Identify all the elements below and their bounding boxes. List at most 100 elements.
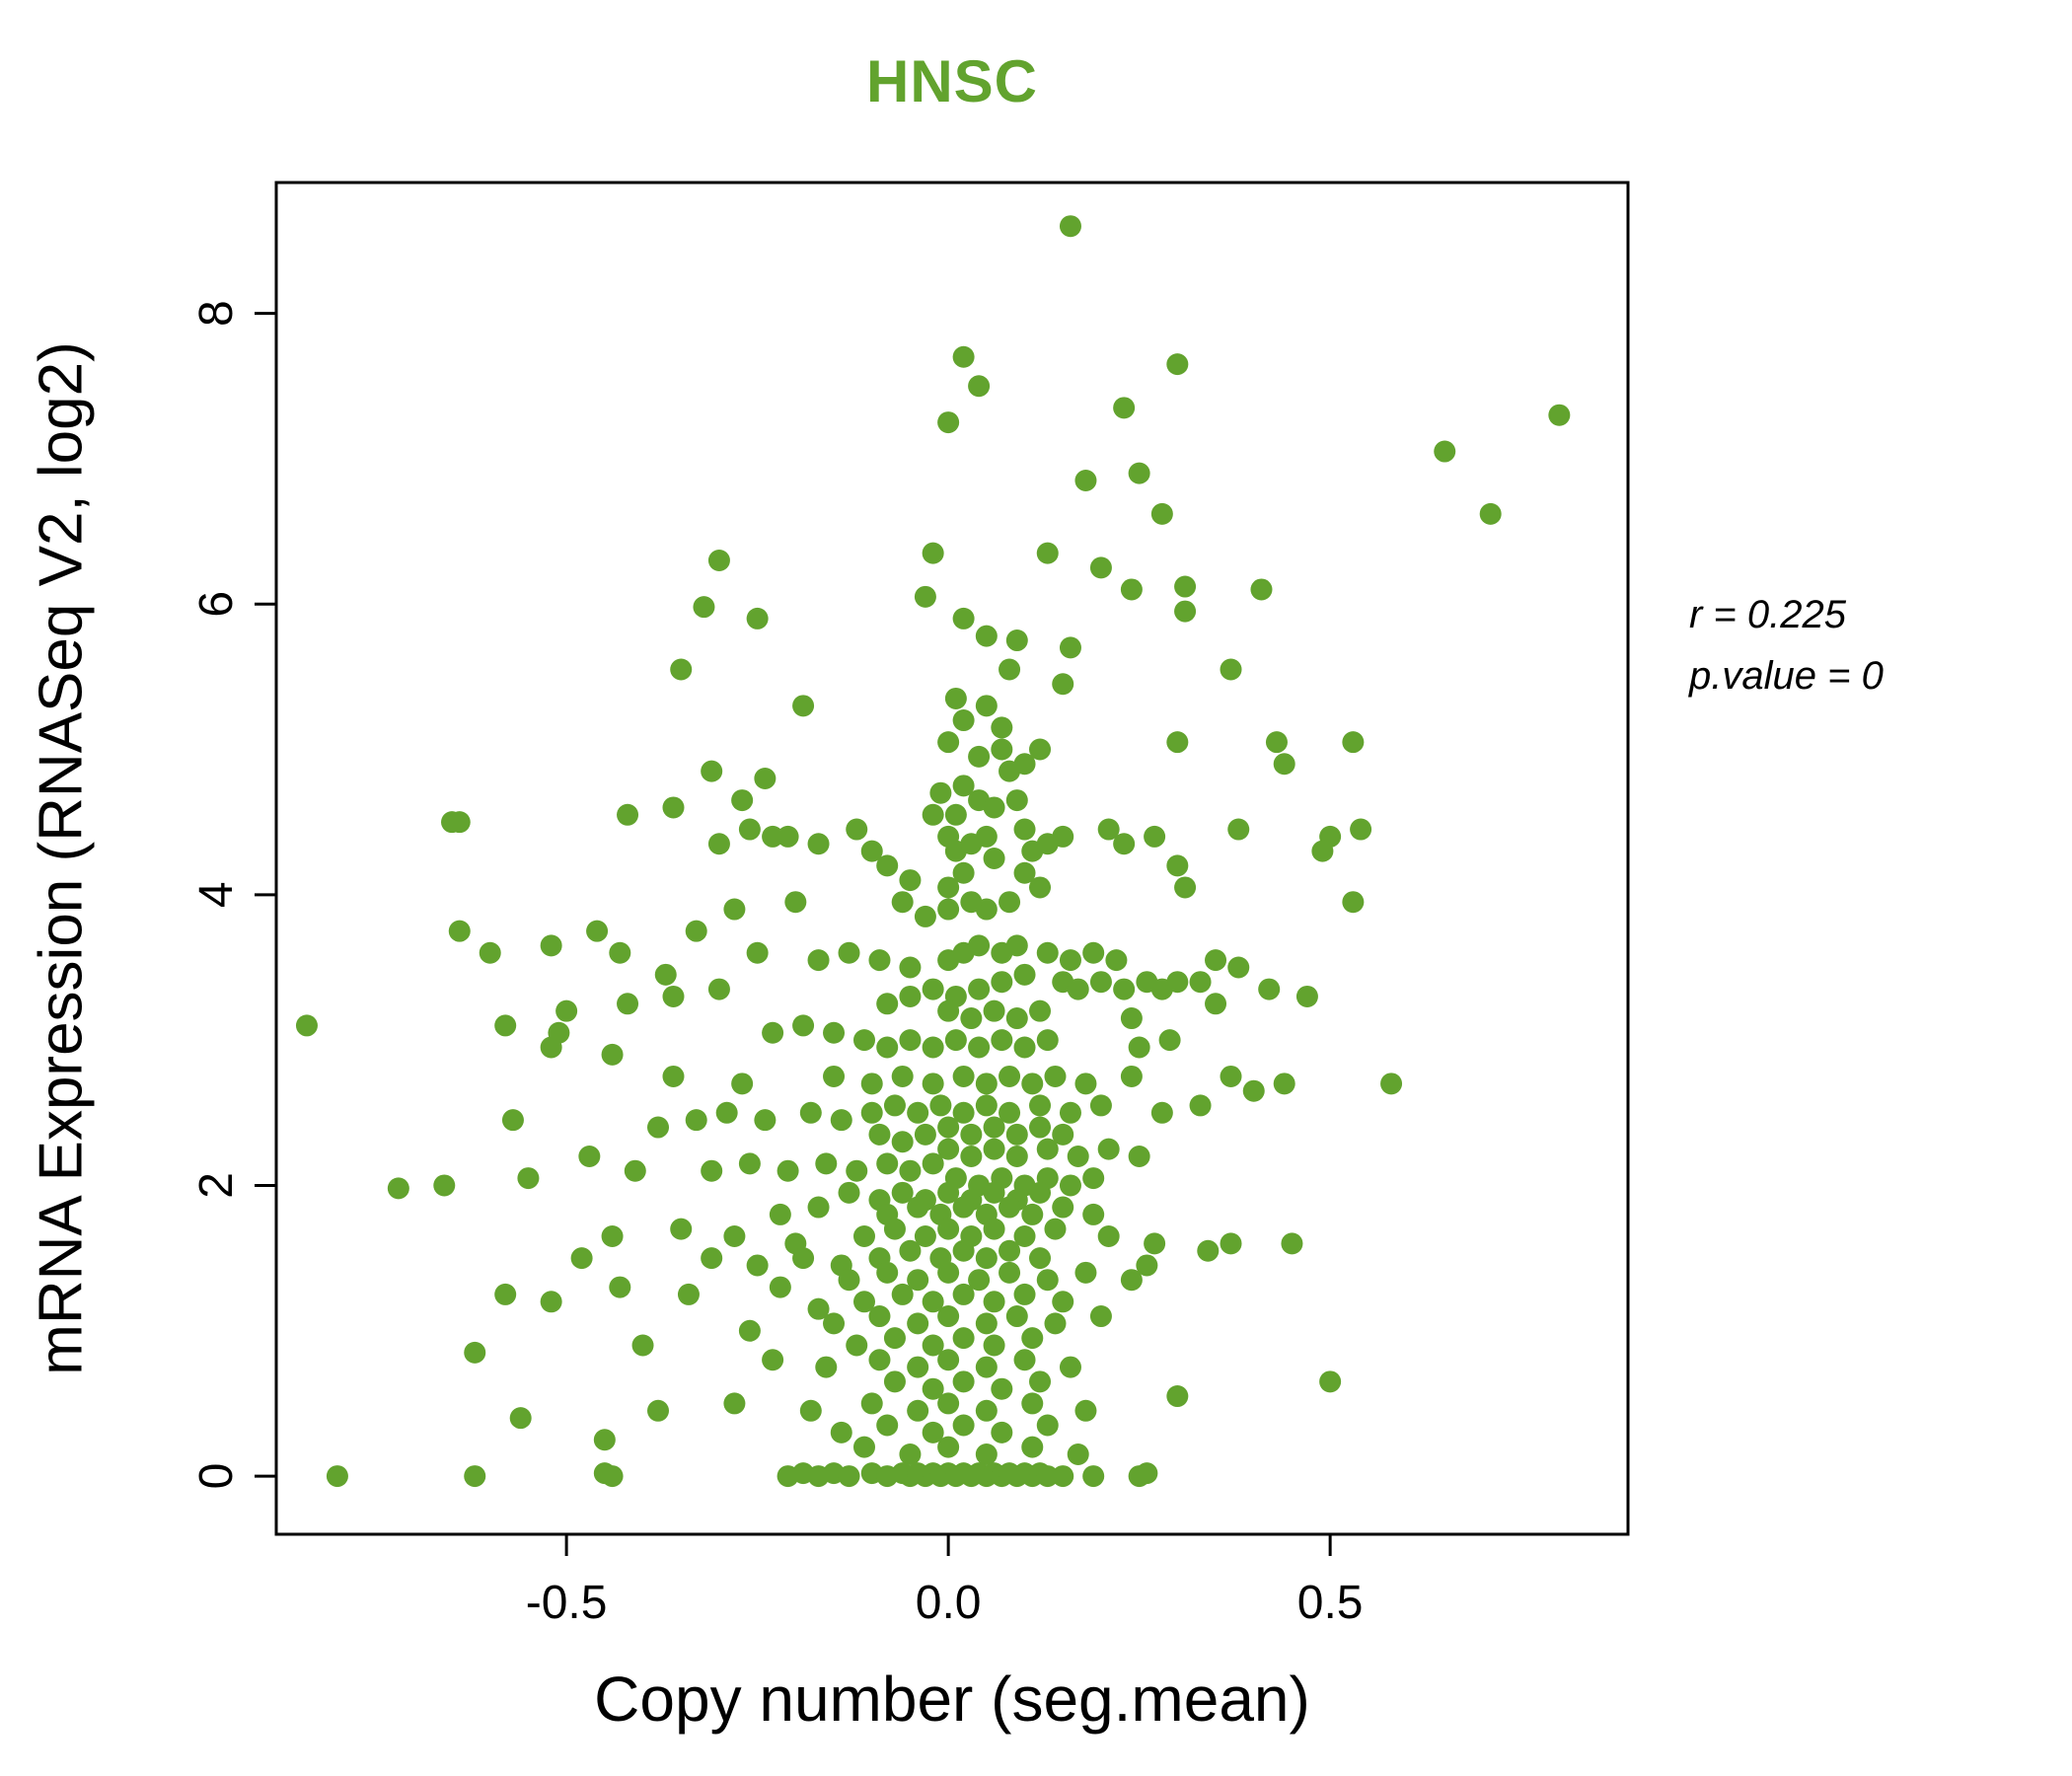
scatter-point (952, 709, 975, 732)
scatter-point (1113, 397, 1136, 419)
scatter-point (952, 1370, 975, 1393)
scatter-point (860, 1073, 883, 1095)
scatter-point (784, 891, 807, 914)
scatter-point (876, 854, 899, 877)
scatter-point (1029, 999, 1052, 1022)
scatter-point (937, 1305, 960, 1328)
scatter-point (662, 796, 685, 819)
scatter-point (1166, 731, 1189, 754)
y-tick-label: 4 (190, 881, 243, 908)
scatter-point (952, 1065, 975, 1087)
scatter-point (823, 1021, 846, 1044)
scatter-point (1120, 1007, 1143, 1030)
scatter-point (479, 941, 501, 964)
scatter-point (685, 920, 707, 942)
scatter-point (852, 1436, 875, 1458)
scatter-point (883, 1370, 906, 1393)
scatter-point (899, 1443, 922, 1465)
scatter-point (852, 1029, 875, 1052)
scatter-point (922, 803, 944, 826)
scatter-point (1059, 636, 1081, 659)
chart-title: HNSC (865, 48, 1038, 114)
scatter-point (1029, 1094, 1052, 1117)
scatter-point (448, 920, 471, 942)
scatter-point (1311, 840, 1334, 862)
scatter-point (922, 1421, 944, 1443)
scatter-point (617, 993, 639, 1015)
scatter-point (1005, 1145, 1028, 1167)
scatter-point (777, 825, 799, 848)
scatter-point (1205, 993, 1227, 1015)
scatter-point (1005, 789, 1028, 812)
scatter-point (1158, 1029, 1181, 1052)
scatter-point (1273, 753, 1295, 776)
scatter-point (852, 1291, 875, 1313)
scatter-point (1174, 575, 1197, 598)
scatter-point (723, 1225, 746, 1248)
scatter-point (762, 1349, 784, 1371)
scatter-point (1166, 353, 1189, 376)
scatter-point (823, 1312, 846, 1335)
scatter-point (1052, 673, 1074, 696)
scatter-point (555, 999, 578, 1022)
scatter-point (295, 1014, 318, 1037)
correlation-annotation: r = 0.225 p.value = 0 (1689, 584, 1884, 706)
scatter-point (1005, 1007, 1028, 1030)
scatter-point (830, 1109, 852, 1132)
scatter-point (952, 1327, 975, 1350)
scatter-point (1005, 1123, 1028, 1146)
scatter-point (868, 1123, 891, 1146)
scatter-point (1029, 876, 1052, 899)
scatter-point (1120, 578, 1143, 601)
scatter-point (823, 1065, 846, 1087)
scatter-point (731, 789, 754, 812)
scatter-point (876, 1152, 899, 1175)
scatter-point (1059, 1101, 1081, 1124)
scatter-point (975, 1247, 998, 1270)
scatter-point (968, 1036, 991, 1059)
scatter-point (907, 1312, 929, 1335)
scatter-point (968, 375, 991, 398)
scatter-point (1144, 1232, 1166, 1255)
scatter-point (1128, 1036, 1150, 1059)
scatter-point (846, 1159, 868, 1182)
scatter-point (922, 1377, 944, 1400)
scatter-point (1189, 1094, 1212, 1117)
scatter-point (1166, 1385, 1189, 1408)
scatter-point (937, 1138, 960, 1160)
scatter-point (1250, 578, 1273, 601)
scatter-point (991, 1029, 1013, 1052)
scatter-point (852, 1225, 875, 1248)
scatter-point (846, 818, 868, 841)
scatter-point (883, 1094, 906, 1117)
scatter-point (1021, 1327, 1044, 1350)
x-tick-label: 0.5 (1297, 1577, 1364, 1628)
scatter-point (907, 1196, 929, 1219)
scatter-point (991, 1421, 1013, 1443)
scatter-point (1029, 1116, 1052, 1139)
scatter-point (1097, 818, 1120, 841)
scatter-point (501, 1109, 524, 1132)
scatter-point (1227, 818, 1250, 841)
scatter-point (799, 1101, 822, 1124)
y-axis-title: mRNA Expression (RNASeq V2, log2) (27, 341, 96, 1375)
scatter-point (868, 1349, 891, 1371)
scatter-point (907, 1399, 929, 1422)
scatter-point (1434, 440, 1456, 463)
scatter-point (540, 934, 562, 957)
scatter-point (891, 1181, 914, 1204)
scatter-point (1029, 738, 1052, 761)
scatter-point (891, 1065, 914, 1087)
scatter-point (517, 1167, 540, 1190)
scatter-point (1067, 1443, 1089, 1465)
scatter-point (914, 1123, 936, 1146)
scatter-point (876, 993, 899, 1015)
scatter-point (807, 1196, 830, 1219)
scatter-point (670, 658, 693, 681)
scatter-point (1136, 1462, 1158, 1485)
scatter-point (387, 1177, 409, 1200)
scatter-point (1120, 1269, 1143, 1292)
scatter-point (846, 1334, 868, 1357)
scatter-point (1120, 1065, 1143, 1087)
scatter-point (617, 803, 639, 826)
